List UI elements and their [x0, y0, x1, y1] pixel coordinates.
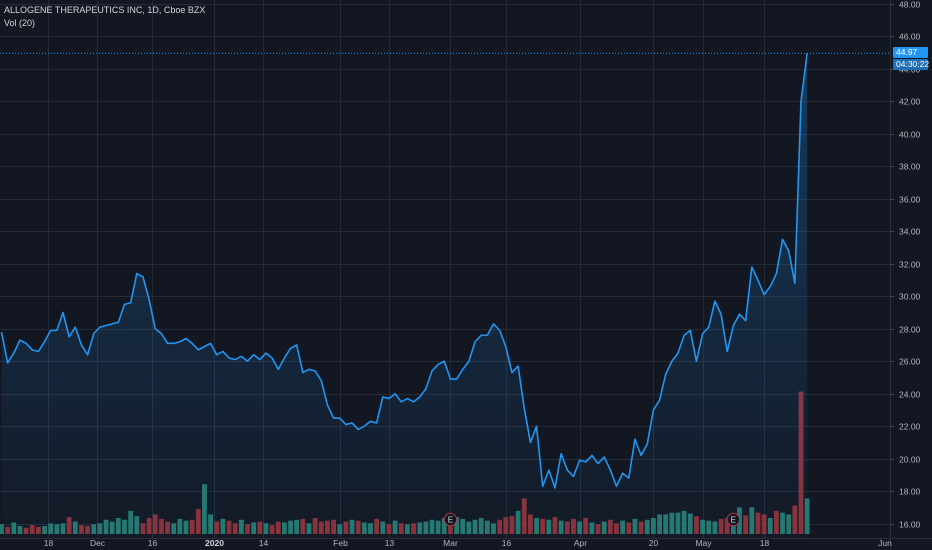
y-tick-label: 16.00	[899, 520, 921, 530]
y-tick-label: 38.00	[899, 162, 921, 172]
earnings-marker-circle[interactable]	[726, 512, 741, 527]
x-tick-label: 13	[385, 538, 395, 548]
x-tick-label: Jun	[878, 538, 892, 548]
x-tick-label: 2020	[205, 538, 224, 548]
x-tick-label: 14	[259, 538, 269, 548]
y-tick-label: 28.00	[899, 325, 921, 335]
y-tick-label: 34.00	[899, 227, 921, 237]
earnings-marker-circle[interactable]	[443, 512, 458, 527]
chart-legend: ALLOGENE THERAPEUTICS INC, 1D, Cboe BZX …	[4, 4, 205, 30]
x-tick-label: 20	[649, 538, 659, 548]
y-tick-label: 20.00	[899, 455, 921, 465]
x-tick-label: Apr	[574, 538, 587, 548]
price-line	[0, 53, 808, 489]
y-tick-label: 42.00	[899, 97, 921, 107]
y-tick-label: 36.00	[899, 195, 921, 205]
time-axis[interactable]: 18 Dec 16 2020 14 Feb 13 Mar 16 Apr 20 May 18 Jun	[44, 538, 892, 548]
x-tick-label: Mar	[443, 538, 458, 548]
earnings-marker-label[interactable]: E	[448, 516, 453, 525]
x-tick-label: 16	[148, 538, 158, 548]
x-tick-label: Feb	[333, 538, 348, 548]
price-line-group	[0, 52, 890, 489]
x-tick-label: 16	[502, 538, 512, 548]
x-tick-label: May	[695, 538, 712, 548]
x-tick-label: 18	[760, 538, 770, 548]
y-tick-label: 18.00	[899, 487, 921, 497]
y-tick-label: 48.00	[899, 0, 921, 10]
bar-countdown-tag: 04:30:22	[893, 59, 929, 70]
y-tick-label: 26.00	[899, 357, 921, 367]
volume-indicator-label[interactable]: Vol (20)	[4, 18, 36, 28]
y-tick-label: 30.00	[899, 292, 921, 302]
earnings-marker-label[interactable]: E	[731, 516, 736, 525]
y-tick-label: 24.00	[899, 390, 921, 400]
y-tick-label: 32.00	[899, 260, 921, 270]
symbol-title[interactable]: ALLOGENE THERAPEUTICS INC, 1D, Cboe BZX	[4, 5, 206, 15]
last-price-tag: 44.97	[893, 47, 928, 58]
y-tick-label: 22.00	[899, 422, 921, 432]
price-area	[1, 53, 808, 538]
y-tick-label: 40.00	[899, 130, 921, 140]
price-area-fill	[1, 53, 808, 538]
x-tick-label: Dec	[90, 538, 106, 548]
x-tick-label: 18	[44, 538, 54, 548]
y-tick-label: 46.00	[899, 32, 921, 42]
